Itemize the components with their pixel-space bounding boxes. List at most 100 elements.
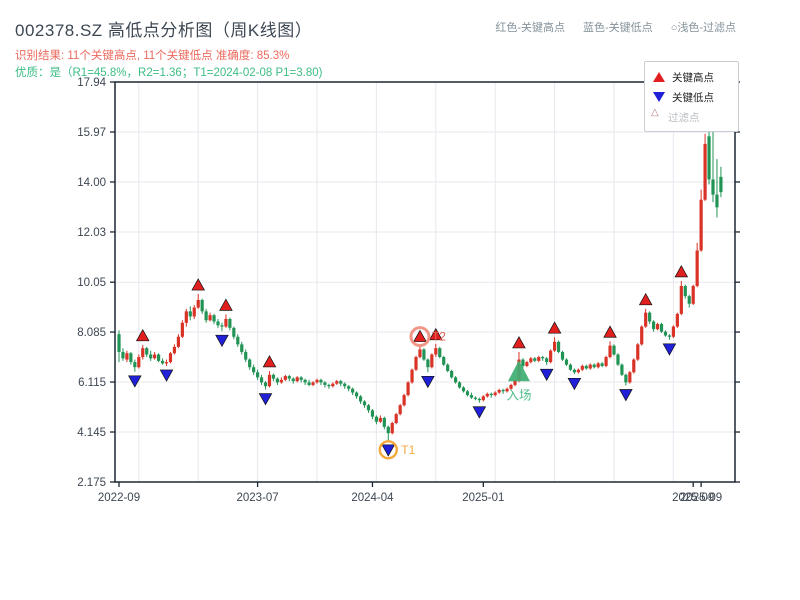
- annotations: T1 T2 入场: [378, 326, 531, 460]
- candle: [521, 358, 525, 369]
- candle: [160, 358, 165, 365]
- candle: [192, 305, 196, 319]
- t1-circle: [378, 440, 398, 460]
- candle: [556, 340, 561, 354]
- legend-item-label: 关键低点: [672, 91, 714, 104]
- candle: [319, 378, 323, 385]
- candle: [184, 308, 188, 327]
- key-high-marker: [547, 321, 562, 334]
- note-filter: ○浅色-过滤点: [670, 22, 736, 34]
- candle: [616, 353, 620, 366]
- x-axis-label: 2024-04: [351, 492, 394, 504]
- subtitle-quality: 优质：是（R1=45.8%，R2=1.36；T1=2024-02-08 P1=3…: [15, 67, 323, 79]
- candle: [256, 369, 260, 380]
- candle: [434, 343, 438, 358]
- candle: [489, 392, 493, 398]
- subtitle-recognition: 识别结果: 11个关键高点, 11个关键低点 准确度: 85.3%: [15, 50, 290, 62]
- key-low-marker: [662, 343, 677, 356]
- y-axis-label: 8.085: [77, 327, 106, 339]
- candle: [612, 344, 616, 356]
- candle: [418, 345, 422, 359]
- candle: [446, 363, 450, 373]
- y-axis-label: 12.03: [77, 227, 106, 239]
- key-low-marker: [381, 444, 396, 457]
- candle: [596, 362, 600, 369]
- candle: [469, 392, 474, 399]
- candle: [505, 387, 509, 393]
- candle: [232, 326, 236, 340]
- candle: [204, 308, 208, 323]
- candle: [473, 396, 477, 401]
- candle: [188, 306, 192, 321]
- candle: [564, 358, 569, 366]
- candle: [137, 354, 141, 369]
- y-axis-label: 2.175: [77, 477, 106, 489]
- candle: [157, 353, 161, 363]
- candle: [291, 377, 295, 384]
- candle: [545, 357, 549, 366]
- candle: [176, 334, 180, 349]
- y-axis-label: 4.145: [77, 427, 106, 439]
- candle: [663, 330, 668, 337]
- candle: [125, 350, 129, 363]
- candle: [687, 294, 691, 308]
- candle: [240, 341, 244, 355]
- candle: [299, 376, 303, 383]
- candle: [129, 351, 133, 365]
- candle: [287, 374, 291, 382]
- candle: [481, 395, 485, 402]
- candle: [715, 159, 719, 218]
- candle: [406, 381, 410, 397]
- x-axis-label: 2025-09: [680, 492, 722, 504]
- candle: [671, 325, 675, 339]
- legend-item-key-low: 关键低点: [653, 87, 732, 107]
- candle: [149, 350, 153, 361]
- page-title: 002378.SZ 高低点分析图（周K线图）: [15, 21, 313, 40]
- key-low-marker: [159, 369, 174, 382]
- candle: [592, 363, 596, 369]
- key-high-marker: [191, 278, 205, 291]
- candle: [394, 412, 398, 425]
- candle: [121, 348, 125, 361]
- candle: [390, 421, 394, 435]
- candle: [117, 330, 121, 363]
- candle: [667, 334, 672, 340]
- candle: [315, 378, 319, 384]
- x-axis-label: 2025-01: [462, 492, 504, 504]
- candle: [311, 381, 315, 387]
- candle: [275, 377, 279, 385]
- candle: [454, 376, 458, 384]
- candle: [224, 314, 228, 328]
- key-high-marker: [135, 328, 150, 342]
- candle: [438, 346, 442, 359]
- candle: [632, 358, 636, 374]
- candle: [659, 322, 664, 333]
- candle: [347, 384, 351, 392]
- candle: [168, 351, 173, 364]
- axes: 17.9415.9714.0012.0310.058.0856.1154.145…: [77, 77, 740, 504]
- candle: [398, 403, 402, 416]
- candle: [164, 359, 169, 366]
- candle: [568, 363, 573, 371]
- legend-item-filter: 过滤点: [651, 107, 732, 127]
- candle: [307, 379, 311, 387]
- candle: [537, 355, 541, 363]
- candle: [370, 409, 375, 420]
- key-high-marker: [603, 325, 617, 338]
- candle: [620, 363, 624, 377]
- candle: [683, 284, 687, 299]
- candle: [327, 383, 331, 389]
- candle: [279, 377, 283, 384]
- candle: [636, 343, 640, 361]
- candle: [450, 369, 454, 379]
- candle: [216, 318, 220, 328]
- candle: [497, 388, 501, 394]
- candle: [283, 374, 287, 382]
- filter-triangle-icon: [651, 107, 661, 121]
- candle: [374, 415, 378, 425]
- candle: [236, 334, 240, 347]
- candle: [295, 376, 299, 383]
- candle: [588, 363, 592, 370]
- candle: [691, 284, 695, 306]
- legend-item-label: 过滤点: [668, 111, 700, 124]
